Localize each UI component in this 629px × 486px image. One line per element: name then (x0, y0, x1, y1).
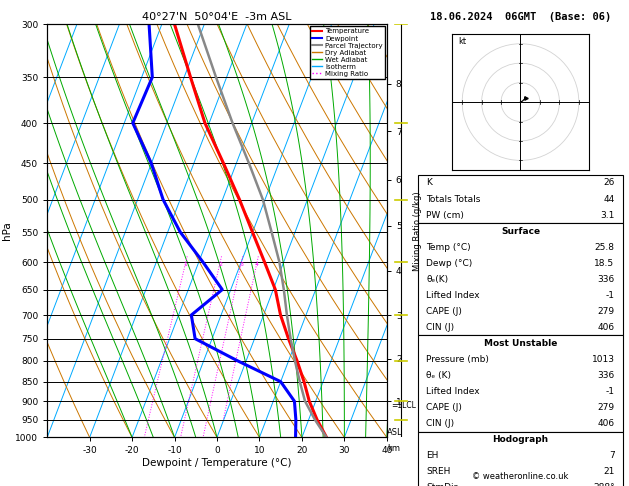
Legend: Temperature, Dewpoint, Parcel Trajectory, Dry Adiabat, Wet Adiabat, Isotherm, Mi: Temperature, Dewpoint, Parcel Trajectory… (309, 26, 385, 79)
X-axis label: Dewpoint / Temperature (°C): Dewpoint / Temperature (°C) (142, 458, 292, 468)
Text: EH: EH (426, 451, 439, 460)
Text: 4: 4 (255, 262, 259, 267)
Text: km: km (387, 444, 400, 452)
Text: -1: -1 (606, 291, 615, 300)
Text: 18.5: 18.5 (594, 259, 615, 268)
Text: =1LCL: =1LCL (391, 401, 416, 410)
FancyBboxPatch shape (418, 223, 623, 335)
Text: 1: 1 (184, 262, 187, 267)
Text: 18.06.2024  06GMT  (Base: 06): 18.06.2024 06GMT (Base: 06) (430, 12, 611, 22)
Text: PW (cm): PW (cm) (426, 210, 464, 220)
FancyBboxPatch shape (418, 175, 623, 223)
Text: 44: 44 (603, 194, 615, 204)
Text: CIN (J): CIN (J) (426, 323, 455, 332)
Text: Lifted Index: Lifted Index (426, 387, 480, 396)
Text: Most Unstable: Most Unstable (484, 339, 557, 348)
Text: Surface: Surface (501, 226, 540, 236)
Text: 336: 336 (598, 371, 615, 380)
Text: 3.1: 3.1 (600, 210, 615, 220)
Text: θₑ (K): θₑ (K) (426, 371, 452, 380)
Text: Hodograph: Hodograph (493, 435, 548, 444)
Text: 21: 21 (603, 467, 615, 476)
Text: θₑ(K): θₑ(K) (426, 275, 448, 284)
Text: 26: 26 (603, 178, 615, 188)
Text: 406: 406 (598, 323, 615, 332)
Text: SREH: SREH (426, 467, 451, 476)
Text: 1013: 1013 (591, 355, 615, 364)
Text: Mixing Ratio (g/kg): Mixing Ratio (g/kg) (413, 191, 421, 271)
Text: CAPE (J): CAPE (J) (426, 403, 462, 412)
Text: Lifted Index: Lifted Index (426, 291, 480, 300)
Text: Totals Totals: Totals Totals (426, 194, 481, 204)
Y-axis label: hPa: hPa (3, 222, 13, 240)
Text: Temp (°C): Temp (°C) (426, 243, 471, 252)
Text: Pressure (mb): Pressure (mb) (426, 355, 489, 364)
Text: kt: kt (459, 37, 467, 46)
Text: CAPE (J): CAPE (J) (426, 307, 462, 316)
Text: 7: 7 (609, 451, 615, 460)
FancyBboxPatch shape (418, 432, 623, 486)
Text: ASL: ASL (387, 428, 403, 437)
Text: 279: 279 (598, 403, 615, 412)
Text: 336: 336 (598, 275, 615, 284)
Text: -1: -1 (606, 387, 615, 396)
Text: 2: 2 (218, 262, 222, 267)
Text: © weatheronline.co.uk: © weatheronline.co.uk (472, 472, 569, 481)
Text: 406: 406 (598, 419, 615, 428)
Text: StmDir: StmDir (426, 483, 458, 486)
Text: K: K (426, 178, 432, 188)
Text: 279: 279 (598, 307, 615, 316)
FancyBboxPatch shape (418, 335, 623, 432)
Text: CIN (J): CIN (J) (426, 419, 455, 428)
Title: 40°27'N  50°04'E  -3m ASL: 40°27'N 50°04'E -3m ASL (142, 12, 292, 22)
Text: 288°: 288° (593, 483, 615, 486)
Text: 3: 3 (240, 262, 243, 267)
Text: 25.8: 25.8 (594, 243, 615, 252)
Text: Dewp (°C): Dewp (°C) (426, 259, 473, 268)
